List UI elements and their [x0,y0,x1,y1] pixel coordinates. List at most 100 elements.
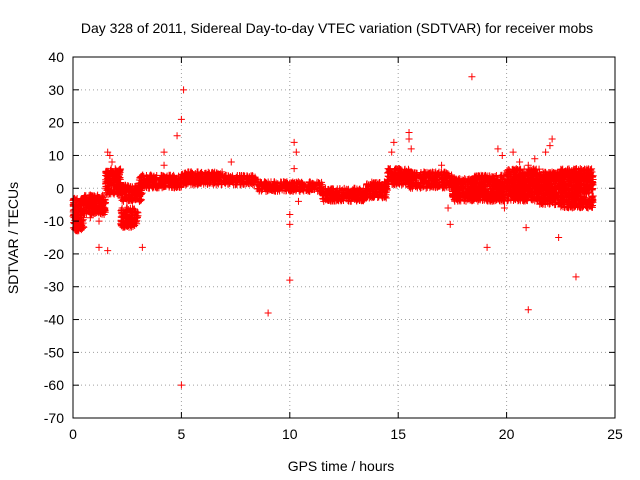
data-point-band [375,181,383,189]
data-point-band [142,183,150,191]
x-tick-label: 10 [282,426,298,442]
data-point-band [327,194,335,202]
data-point-band [151,180,159,188]
data-point-band [228,172,236,180]
data-point-band [339,190,347,198]
data-point-band [94,194,102,202]
data-point-band [261,181,269,189]
data-point-band [217,176,225,184]
data-point-band [323,187,331,195]
data-point-band [100,207,108,215]
data-point-band [70,206,78,214]
data-point-band [306,178,314,186]
data-point-band [210,179,218,187]
data-point-band [84,203,92,211]
data-point-band [287,186,295,194]
data-point-band [388,169,396,177]
data-point-band [128,183,136,191]
data-point-band [138,177,146,185]
data-point-band [342,194,350,202]
y-tick-label: -70 [44,410,64,426]
data-point-band [99,191,107,199]
data-point-band [80,193,88,201]
data-point-band [354,189,362,197]
data-point-band [106,187,114,195]
data-point-band [300,183,308,191]
data-point-band [74,211,82,219]
data-point-band [115,166,123,174]
data-point-band [364,182,372,190]
y-tick-label: -10 [44,213,64,229]
data-point-band [363,181,371,189]
data-point-band [156,177,164,185]
data-points [69,73,597,389]
data-point-band [76,201,84,209]
data-point-band [127,208,135,216]
data-point-band [271,184,279,192]
data-point-band [168,183,176,191]
data-point-band [290,184,298,192]
data-point-band [78,216,86,224]
y-tick-label: -20 [44,246,64,262]
data-point-band [110,172,118,180]
data-point-band [286,183,294,191]
data-point-band [314,179,322,187]
data-point-band [123,185,131,193]
data-point-band [200,176,208,184]
data-point-band [75,197,83,205]
data-point-band [103,190,111,198]
data-point-band [332,197,340,205]
data-point-band [192,173,200,181]
data-point-band [103,177,111,185]
data-point-band [128,215,136,223]
data-point-band [309,185,317,193]
y-tick-label: -60 [44,377,64,393]
data-point-band [199,170,207,178]
data-point-band [308,180,316,188]
data-point-band [91,198,99,206]
data-point-band [118,192,126,200]
data-point-band [135,184,143,192]
data-point-band [381,193,389,201]
data-point-band [86,206,94,214]
x-axis-label: GPS time / hours [288,458,395,474]
data-point-band [315,179,323,187]
data-point-band [329,184,337,192]
y-tick-label: 30 [48,82,64,98]
data-point-band [81,193,89,201]
chart-title: Day 328 of 2011, Sidereal Day-to-day VTE… [81,20,593,36]
data-point-band [137,189,145,197]
data-point-band [116,167,124,175]
y-tick-label: 20 [48,115,64,131]
data-point-band [265,186,273,194]
data-point-band [121,181,129,189]
data-point-band [270,178,278,186]
data-point-band [96,209,104,217]
data-point-band [123,219,131,227]
data-point-band [88,193,96,201]
data-point-band [181,179,189,187]
data-point-band [378,194,386,202]
data-point-band [180,169,188,177]
y-tick-label: 10 [48,147,64,163]
data-point-band [386,176,394,184]
data-point-band [90,202,98,210]
data-point-band [114,190,122,198]
data-point-band [179,172,187,180]
data-point-band [212,177,220,185]
data-point-band [102,180,110,188]
data-point-band [136,195,144,203]
data-point-band [137,190,145,198]
data-point-band [342,185,350,193]
y-tick-label: -40 [44,312,64,328]
data-point-band [150,174,158,182]
data-point-band [152,183,160,191]
data-point-band [91,205,99,213]
data-point-band [218,168,226,176]
data-point-band [277,178,285,186]
y-tick-label: -30 [44,279,64,295]
data-point-band [221,174,229,182]
data-point-band [122,213,130,221]
